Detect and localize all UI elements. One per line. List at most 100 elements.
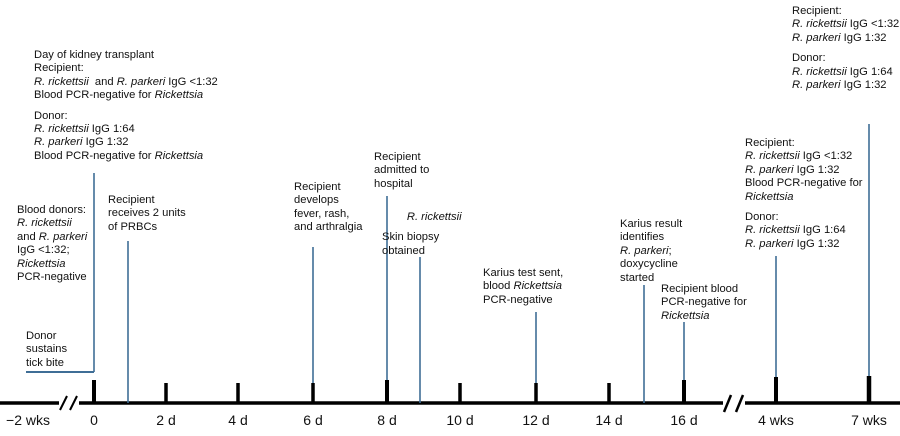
event-text: Blood PCR-negative for [745, 177, 863, 190]
event-text: Blood donors: [17, 204, 87, 216]
event-text: IgG <1:32; [17, 244, 70, 257]
event-karius-test-sent: Karius test sent, blood Rickettsia PCR-neg… [483, 267, 563, 307]
event-text: IgG 1:64 [846, 65, 893, 78]
event-symptom-onset: Recipient develops fever, rash, and arthral… [294, 181, 362, 235]
event-text-line: Rickettsia [17, 258, 87, 271]
event-text-line: identifies [620, 231, 682, 244]
organism-name: Rickettsia [745, 190, 794, 203]
event-text-line: receives 2 units [108, 207, 186, 220]
organism-name: R. parkeri [116, 75, 166, 88]
event-text-line: R. rickettsii IgG 1:64 [792, 66, 899, 79]
event-text-line: Recipient: [792, 5, 899, 18]
event-text: blood [483, 280, 514, 293]
event-text: Skin biopsy [382, 231, 440, 244]
organism-name: R. parkeri [792, 79, 841, 92]
event-text: IgG 1:64 [799, 224, 846, 237]
event-text-line: R. parkeri IgG 1:32 [745, 238, 863, 251]
event-text: obtained [382, 244, 425, 257]
event-text: sustains [26, 343, 68, 356]
tick-label: 4 d [228, 412, 248, 428]
event-text-line: hospital [374, 178, 429, 191]
event-week-7-serology: Recipient: R. rickettsii IgG <1:32 R. park… [792, 5, 899, 92]
event-text: develops [294, 194, 339, 207]
event-text: ; [668, 244, 672, 257]
event-text-line: tick bite [26, 357, 67, 370]
line-gap [792, 45, 899, 52]
event-text-line: Rickettsia [745, 191, 863, 204]
event-text: hospital [374, 177, 413, 190]
event-text: Blood PCR-negative for [34, 89, 155, 102]
axis-break-mark [69, 395, 78, 411]
organism-name: R. parkeri [38, 230, 88, 243]
tick-label: 8 d [377, 412, 397, 428]
tick-label: 10 d [446, 412, 474, 428]
event-text-line: Recipient: [745, 137, 863, 150]
event-text-line: R. parkeri IgG 1:32 [792, 79, 899, 92]
event-text-line: PCR-negative for [661, 296, 747, 309]
event-text: of PRBCs [108, 220, 158, 233]
event-text: IgG 1:32 [793, 237, 840, 250]
event-text-line: Blood donors: [17, 204, 87, 217]
event-text-line: R. parkeri IgG 1:32 [792, 32, 899, 45]
event-text: Donor: [745, 211, 779, 224]
event-text-line: doxycycline [620, 258, 682, 271]
event-text: started [620, 271, 655, 284]
event-transplant-day: Day of kidney transplant Recipient: R. ric… [34, 49, 218, 163]
event-text: receives 2 units [108, 207, 186, 220]
event-text: IgG <1:32 [165, 75, 218, 88]
axis-break-mark [722, 394, 733, 413]
event-text-line: R. parkeri IgG 1:32 [34, 136, 218, 149]
event-text: PCR-negative [17, 271, 87, 284]
event-text: Recipient: [745, 137, 795, 149]
event-hospital-admission: Recipient admitted to hospital [374, 151, 429, 191]
event-text: Recipient: [34, 62, 84, 75]
event-text-line: IgG <1:32; [17, 244, 87, 257]
event-text: Recipient: [792, 5, 842, 17]
event-text: Donor [26, 330, 57, 342]
tick-label: 6 d [303, 412, 323, 428]
event-text: IgG 1:32 [82, 136, 129, 149]
event-text: doxycycline [620, 258, 678, 271]
event-text-line: Blood PCR-negative for [745, 177, 863, 190]
event-text: admitted to [374, 164, 430, 177]
event-text-line: Recipient [108, 194, 186, 207]
line-gap [382, 224, 462, 231]
event-text-line: Recipient: [34, 62, 218, 75]
event-text-line: R. rickettsii IgG 1:64 [34, 123, 218, 136]
event-text: tick bite [26, 356, 64, 369]
organism-name: R. parkeri [745, 237, 794, 250]
event-text-line: sustains [26, 343, 67, 356]
event-donor-tick-bite: Donor sustains tick bite [26, 330, 67, 370]
event-skin-biopsy: R. rickettsii Skin biopsy obtained [382, 211, 462, 258]
axis-break-mark [59, 395, 68, 411]
event-text-line: Blood PCR-negative for Rickettsia [34, 89, 218, 102]
organism-name: R. parkeri [34, 136, 83, 149]
event-text-line: Recipient blood [661, 283, 747, 296]
event-text-line: R. rickettsii IgG 1:64 [745, 224, 863, 237]
event-text: identifies [620, 231, 665, 244]
organism-name: Rickettsia [661, 309, 710, 322]
event-text-line: Day of kidney transplant [34, 49, 218, 62]
event-text: IgG <1:32 [846, 18, 900, 31]
tick-label: 14 d [595, 412, 623, 428]
event-text-line: Rickettsia [661, 310, 747, 323]
event-text-line: blood Rickettsia [483, 280, 563, 293]
event-text: IgG 1:32 [840, 31, 887, 44]
event-text-line: and arthralgia [294, 221, 362, 234]
tick-label: 4 wks [758, 412, 794, 428]
organism-name: Rickettsia [154, 89, 204, 102]
event-text-line: Blood PCR-negative for Rickettsia [34, 150, 218, 163]
event-text-line: develops [294, 194, 362, 207]
tick-label: 7 wks [851, 412, 887, 428]
tick-label: −2 wks [6, 412, 50, 428]
axis-break-mark [734, 394, 745, 413]
organism-name: R. parkeri [792, 31, 841, 44]
event-text-line: Donor [26, 330, 67, 343]
event-text: and arthralgia [294, 221, 363, 234]
organism-name: R. parkeri [745, 163, 794, 176]
tick-label: 16 d [670, 412, 698, 428]
event-blood-donors: Blood donors: R. rickettsii and R. parkeri… [17, 204, 87, 284]
event-text-line: Skin biopsy [382, 231, 462, 244]
event-text-line: R. rickettsii IgG <1:32 [745, 150, 863, 163]
